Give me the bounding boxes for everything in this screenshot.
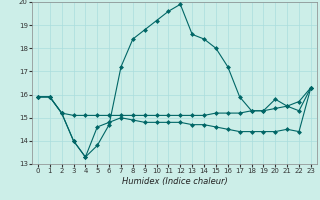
X-axis label: Humidex (Indice chaleur): Humidex (Indice chaleur): [122, 177, 227, 186]
